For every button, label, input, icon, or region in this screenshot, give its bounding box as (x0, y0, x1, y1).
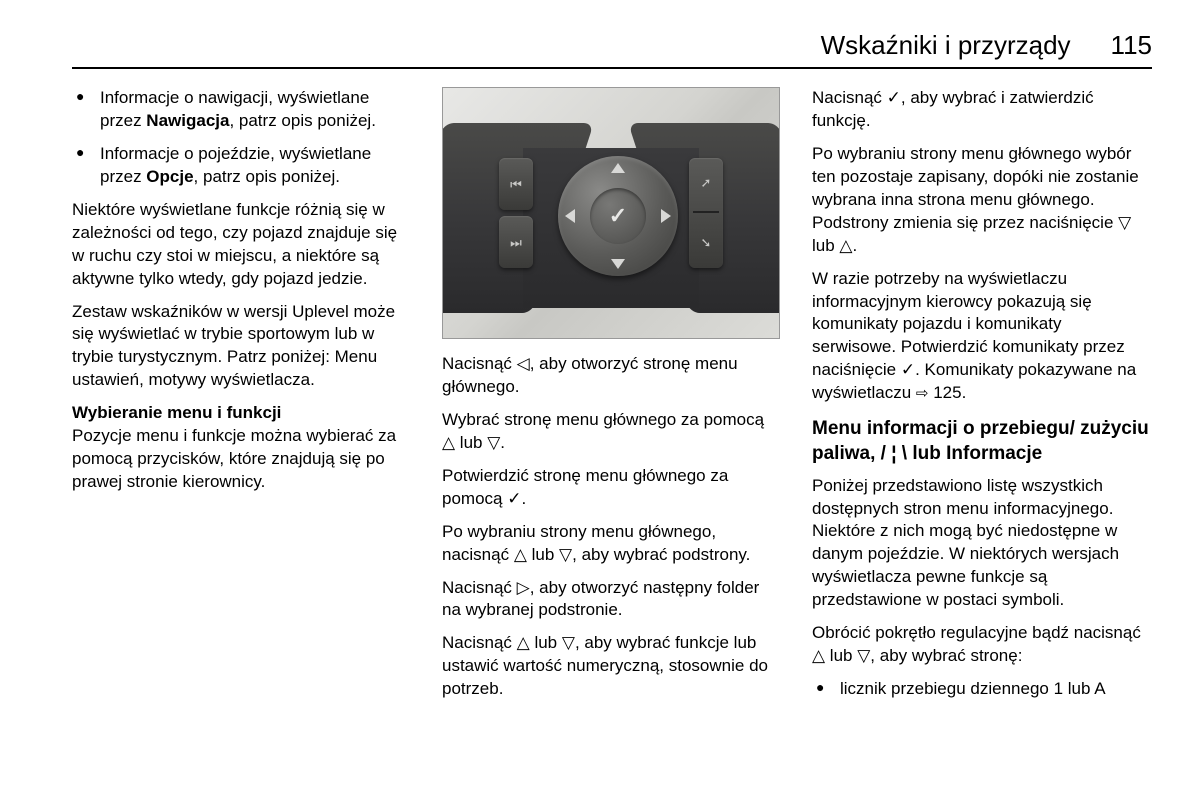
list-bold: Nawigacja (146, 111, 229, 130)
text: Nacisnąć (812, 88, 887, 107)
list-text: , patrz opis poniżej. (229, 111, 375, 130)
text: 125. (929, 383, 967, 402)
list-item: licznik przebiegu dziennego 1 lub A (812, 678, 1150, 701)
page: Wskaźniki i przyrządy 115 Informacje o n… (0, 0, 1200, 802)
paragraph: Nacisnąć ✓, aby wybrać i zatwierdzić fun… (812, 87, 1150, 133)
paragraph: Nacisnąć ◁, aby otworzyć stronę menu głó… (442, 353, 780, 399)
text: Nacisnąć (442, 354, 517, 373)
checkmark-icon: ✓ (507, 489, 521, 508)
dial-right-icon (661, 209, 671, 223)
text: Potwierdzić stronę menu głównego za pomo… (442, 466, 728, 508)
text: lub (455, 433, 487, 452)
reference-icon: ⇨ (916, 384, 929, 404)
text: Nacisnąć (442, 633, 517, 652)
dial-up-icon (611, 163, 625, 173)
paragraph: Poniżej przedstawiono listę wszystkich d… (812, 475, 1150, 613)
column-1: Informacje o nawigacji, wyświetlane prze… (72, 87, 410, 772)
right-rocker-button: ➚ ➘ (689, 158, 723, 268)
down-arrow-icon: ▽ (562, 633, 575, 652)
bullet-list: Informacje o nawigacji, wyświetlane prze… (72, 87, 410, 189)
text: Obrócić pokrętło regulacyjne bądź nacisn… (812, 623, 1141, 642)
text: lub (825, 646, 857, 665)
rocker-divider (693, 211, 719, 213)
next-track-icon: ⏭ (510, 234, 522, 252)
trip-info-icon: / ¦ \ (881, 443, 907, 464)
down-arrow-icon: ▽ (1118, 213, 1131, 232)
checkmark-icon: ✓ (609, 201, 627, 231)
down-arrow-icon: ▽ (559, 545, 572, 564)
rocker-up-icon: ➚ (701, 174, 712, 192)
paragraph: Potwierdzić stronę menu głównego za pomo… (442, 465, 780, 511)
checkmark-icon: ✓ (901, 360, 915, 379)
paragraph: Po wybraniu strony menu głównego, nacisn… (442, 521, 780, 567)
list-item: Informacje o nawigacji, wyświetlane prze… (72, 87, 410, 133)
paragraph: Po wybraniu strony menu głównego wybór t… (812, 143, 1150, 258)
paragraph: Zestaw wskaźników w wersji Uplevel może … (72, 301, 410, 393)
paragraph: Wybrać stronę menu głównego za pomocą △ … (442, 409, 780, 455)
content-columns: Informacje o nawigacji, wyświetlane prze… (72, 87, 1152, 772)
rocker-down-icon: ➘ (701, 234, 712, 252)
right-arrow-icon: ▷ (517, 578, 530, 597)
dial-confirm-button: ✓ (590, 188, 646, 244)
down-arrow-icon: ▽ (487, 433, 500, 452)
text: Po wybraniu strony menu głównego wybór t… (812, 144, 1139, 232)
text: . (500, 433, 505, 452)
paragraph: W razie potrzeby na wyświetlaczu informa… (812, 268, 1150, 406)
next-track-button: ⏭ (499, 216, 533, 268)
up-arrow-icon: △ (517, 633, 530, 652)
column-3: Nacisnąć ✓, aby wybrać i zatwierdzić fun… (812, 87, 1150, 772)
page-header: Wskaźniki i przyrządy 115 (72, 30, 1152, 69)
bullet-list: licznik przebiegu dziennego 1 lub A (812, 678, 1150, 701)
prev-track-icon: ⏮ (510, 176, 522, 194)
paragraph: Niektóre wyświetlane funkcje różnią się … (72, 199, 410, 291)
up-arrow-icon: △ (839, 236, 852, 255)
paragraph: Nacisnąć ▷, aby otworzyć następny folder… (442, 577, 780, 623)
text: . (521, 489, 526, 508)
text: . (853, 236, 858, 255)
prev-track-button: ⏮ (499, 158, 533, 210)
checkmark-icon: ✓ (887, 88, 901, 107)
text: Nacisnąć (442, 578, 517, 597)
column-2: ⏮ ⏭ ➚ ➘ ✓ (442, 87, 780, 772)
text: lub (530, 633, 562, 652)
dial-down-icon (611, 259, 625, 269)
left-arrow-icon: ◁ (517, 354, 530, 373)
text: lub (527, 545, 559, 564)
section-heading: Menu informacji o przebiegu/ zużyciu pal… (812, 417, 1150, 466)
page-number: 115 (1111, 30, 1152, 61)
text: , aby wybrać stronę: (870, 646, 1022, 665)
dial-left-icon (565, 209, 575, 223)
paragraph: Nacisnąć △ lub ▽, aby wybrać funkcje lub… (442, 632, 780, 701)
list-text: , patrz opis poniżej. (194, 167, 340, 186)
subheading: Wybieranie menu i funkcji (72, 402, 410, 425)
selector-dial: ✓ (558, 156, 678, 276)
steering-wheel-image: ⏮ ⏭ ➚ ➘ ✓ (442, 87, 780, 339)
list-bold: Opcje (146, 167, 193, 186)
up-arrow-icon: △ (514, 545, 527, 564)
header-title: Wskaźniki i przyrządy (821, 30, 1071, 61)
text: lub Informacje (907, 443, 1042, 464)
up-arrow-icon: △ (812, 646, 825, 665)
text: lub (812, 236, 839, 255)
paragraph: Obrócić pokrętło regulacyjne bądź nacisn… (812, 622, 1150, 668)
up-arrow-icon: △ (442, 433, 455, 452)
list-text: licznik przebiegu dziennego 1 lub A (840, 679, 1106, 698)
text: , aby wybrać podstrony. (572, 545, 750, 564)
down-arrow-icon: ▽ (857, 646, 870, 665)
paragraph: Pozycje menu i funkcje można wybierać za… (72, 425, 410, 494)
list-item: Informacje o pojeździe, wyświetlane prze… (72, 143, 410, 189)
text: Wybrać stronę menu głównego za pomocą (442, 410, 764, 429)
